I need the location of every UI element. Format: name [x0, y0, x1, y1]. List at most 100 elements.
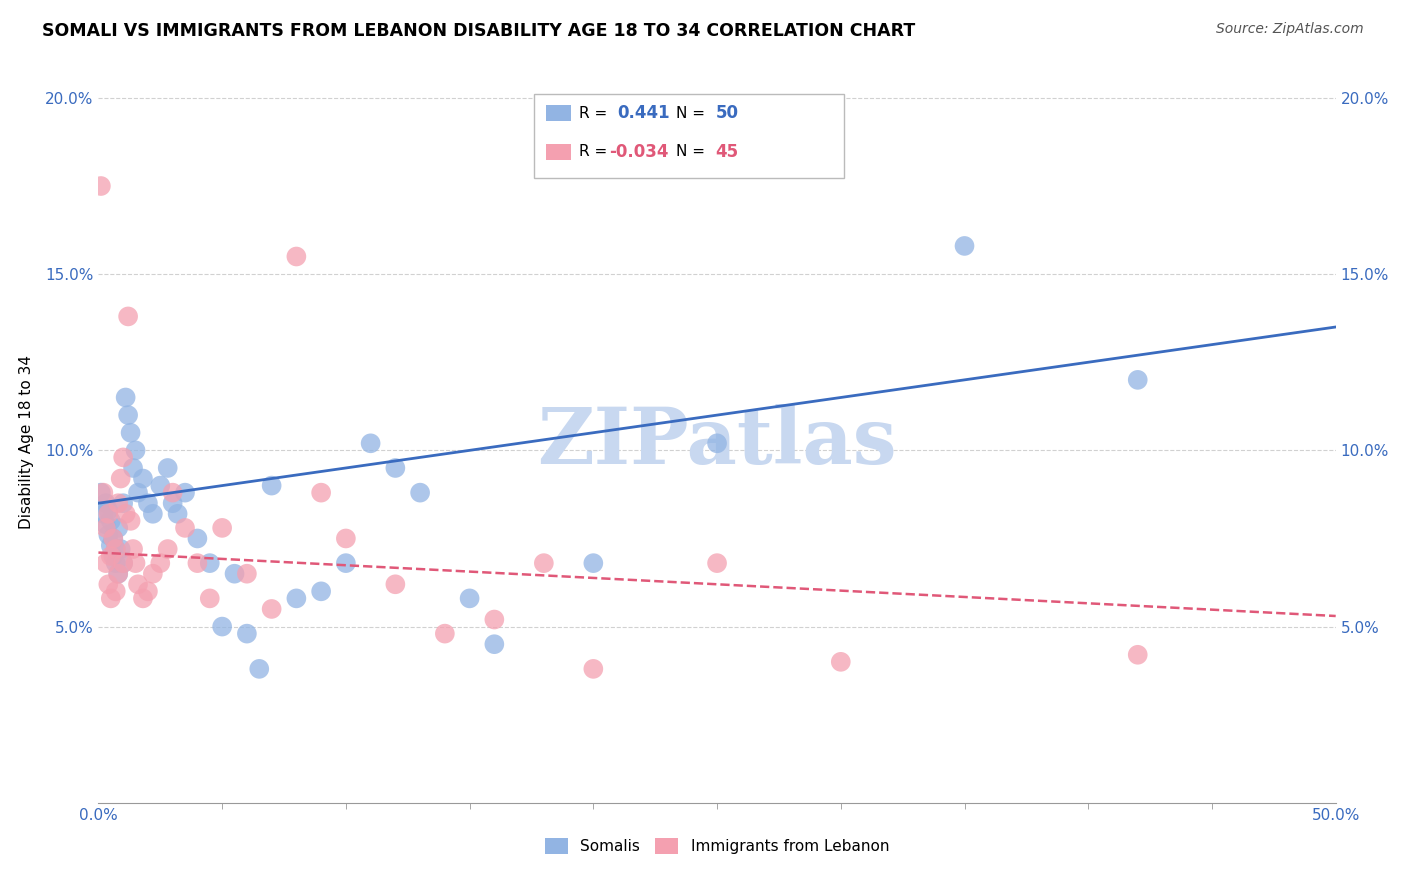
Point — [335, 556, 357, 570]
Point — [93, 485, 115, 500]
Point — [104, 542, 127, 557]
Text: SOMALI VS IMMIGRANTS FROM LEBANON DISABILITY AGE 18 TO 34 CORRELATION CHART: SOMALI VS IMMIGRANTS FROM LEBANON DISABI… — [42, 22, 915, 40]
Point — [186, 532, 208, 546]
Point — [384, 461, 406, 475]
Text: ZIPatlas: ZIPatlas — [537, 403, 897, 480]
Point — [100, 539, 122, 553]
Point — [174, 521, 197, 535]
Point — [484, 637, 506, 651]
Point — [484, 613, 506, 627]
Point — [211, 521, 233, 535]
Point — [103, 549, 125, 563]
Point — [1126, 648, 1149, 662]
Point — [198, 591, 221, 606]
Point — [97, 577, 120, 591]
Point — [285, 591, 308, 606]
Point — [94, 496, 117, 510]
Point — [166, 507, 188, 521]
Point — [122, 542, 145, 557]
Point — [90, 179, 112, 194]
Point — [156, 542, 179, 557]
Point — [114, 507, 136, 521]
Point — [107, 496, 129, 510]
Point — [136, 584, 159, 599]
Text: 0.441: 0.441 — [617, 104, 669, 122]
Point — [110, 471, 132, 485]
Point — [162, 485, 184, 500]
Point — [224, 566, 246, 581]
Point — [107, 566, 129, 581]
Point — [136, 496, 159, 510]
Point — [110, 542, 132, 557]
Point — [582, 556, 605, 570]
Point — [104, 556, 127, 570]
Point — [103, 532, 125, 546]
Point — [132, 591, 155, 606]
Point — [104, 542, 127, 557]
Legend: Somalis, Immigrants from Lebanon: Somalis, Immigrants from Lebanon — [538, 832, 896, 860]
Point — [117, 408, 139, 422]
Point — [830, 655, 852, 669]
Point — [90, 485, 112, 500]
Point — [112, 556, 135, 570]
Point — [174, 485, 197, 500]
Text: -0.034: -0.034 — [609, 143, 668, 161]
Point — [112, 496, 135, 510]
Y-axis label: Disability Age 18 to 34: Disability Age 18 to 34 — [20, 354, 34, 529]
Point — [122, 461, 145, 475]
Point — [132, 471, 155, 485]
Point — [706, 556, 728, 570]
Point — [149, 478, 172, 492]
Point — [97, 507, 120, 521]
Text: 45: 45 — [716, 143, 738, 161]
Point — [384, 577, 406, 591]
Text: R =: R = — [579, 145, 607, 159]
Point — [582, 662, 605, 676]
Point — [117, 310, 139, 324]
Point — [120, 514, 142, 528]
Point — [97, 503, 120, 517]
Point — [94, 556, 117, 570]
Point — [104, 584, 127, 599]
Point — [100, 549, 122, 563]
Point — [458, 591, 481, 606]
Point — [149, 556, 172, 570]
Point — [285, 250, 308, 264]
Point — [112, 556, 135, 570]
Point — [236, 626, 259, 640]
Point — [127, 485, 149, 500]
Point — [100, 514, 122, 528]
Point — [156, 461, 179, 475]
Point — [100, 591, 122, 606]
Point — [309, 584, 332, 599]
Point — [309, 485, 332, 500]
Text: 50: 50 — [716, 104, 738, 122]
Point — [120, 425, 142, 440]
Text: R =: R = — [579, 106, 607, 120]
Point — [409, 485, 432, 500]
Text: N =: N = — [676, 145, 706, 159]
Point — [112, 450, 135, 465]
Point — [335, 532, 357, 546]
Point — [198, 556, 221, 570]
Point — [127, 577, 149, 591]
Point — [260, 478, 283, 492]
Point — [533, 556, 555, 570]
Point — [433, 626, 456, 640]
Point — [107, 521, 129, 535]
Point — [142, 507, 165, 521]
Point — [124, 443, 146, 458]
Point — [186, 556, 208, 570]
Point — [103, 532, 125, 546]
Point — [260, 602, 283, 616]
Text: N =: N = — [676, 106, 706, 120]
Point — [236, 566, 259, 581]
Point — [94, 521, 117, 535]
Point — [97, 528, 120, 542]
Point — [706, 436, 728, 450]
Text: Source: ZipAtlas.com: Source: ZipAtlas.com — [1216, 22, 1364, 37]
Point — [247, 662, 270, 676]
Point — [211, 619, 233, 633]
Point — [114, 391, 136, 405]
Point — [93, 507, 115, 521]
